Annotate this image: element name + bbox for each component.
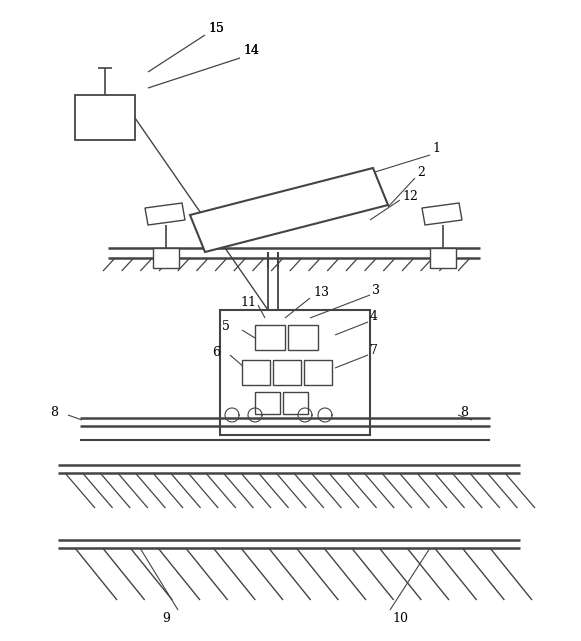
Bar: [220, 310, 370, 435]
Text: 1: 1: [432, 142, 440, 154]
Bar: [283, 392, 308, 414]
Bar: [255, 392, 280, 414]
Polygon shape: [145, 203, 185, 225]
Polygon shape: [422, 203, 462, 225]
Bar: [75, 95, 135, 140]
Bar: [273, 360, 301, 385]
Text: 6: 6: [212, 345, 220, 358]
Bar: [288, 325, 318, 350]
Text: 14: 14: [243, 44, 259, 56]
Text: 14: 14: [243, 44, 259, 56]
Text: 4: 4: [370, 310, 378, 322]
Text: 10: 10: [392, 612, 408, 624]
Text: 5: 5: [222, 319, 230, 333]
Text: 2: 2: [417, 165, 425, 178]
Bar: [255, 325, 285, 350]
Bar: [304, 360, 332, 385]
Text: 3: 3: [372, 283, 380, 297]
Text: 11: 11: [240, 296, 256, 308]
Polygon shape: [190, 168, 388, 252]
Text: 13: 13: [313, 287, 329, 299]
Text: 9: 9: [162, 612, 170, 624]
Text: 8: 8: [50, 406, 58, 419]
Bar: [153, 248, 179, 268]
Bar: [242, 360, 270, 385]
Bar: [430, 248, 456, 268]
Text: 12: 12: [402, 190, 418, 203]
Text: 15: 15: [208, 22, 224, 35]
Text: 8: 8: [460, 406, 468, 419]
Text: 7: 7: [370, 344, 378, 356]
Text: 15: 15: [208, 22, 224, 35]
